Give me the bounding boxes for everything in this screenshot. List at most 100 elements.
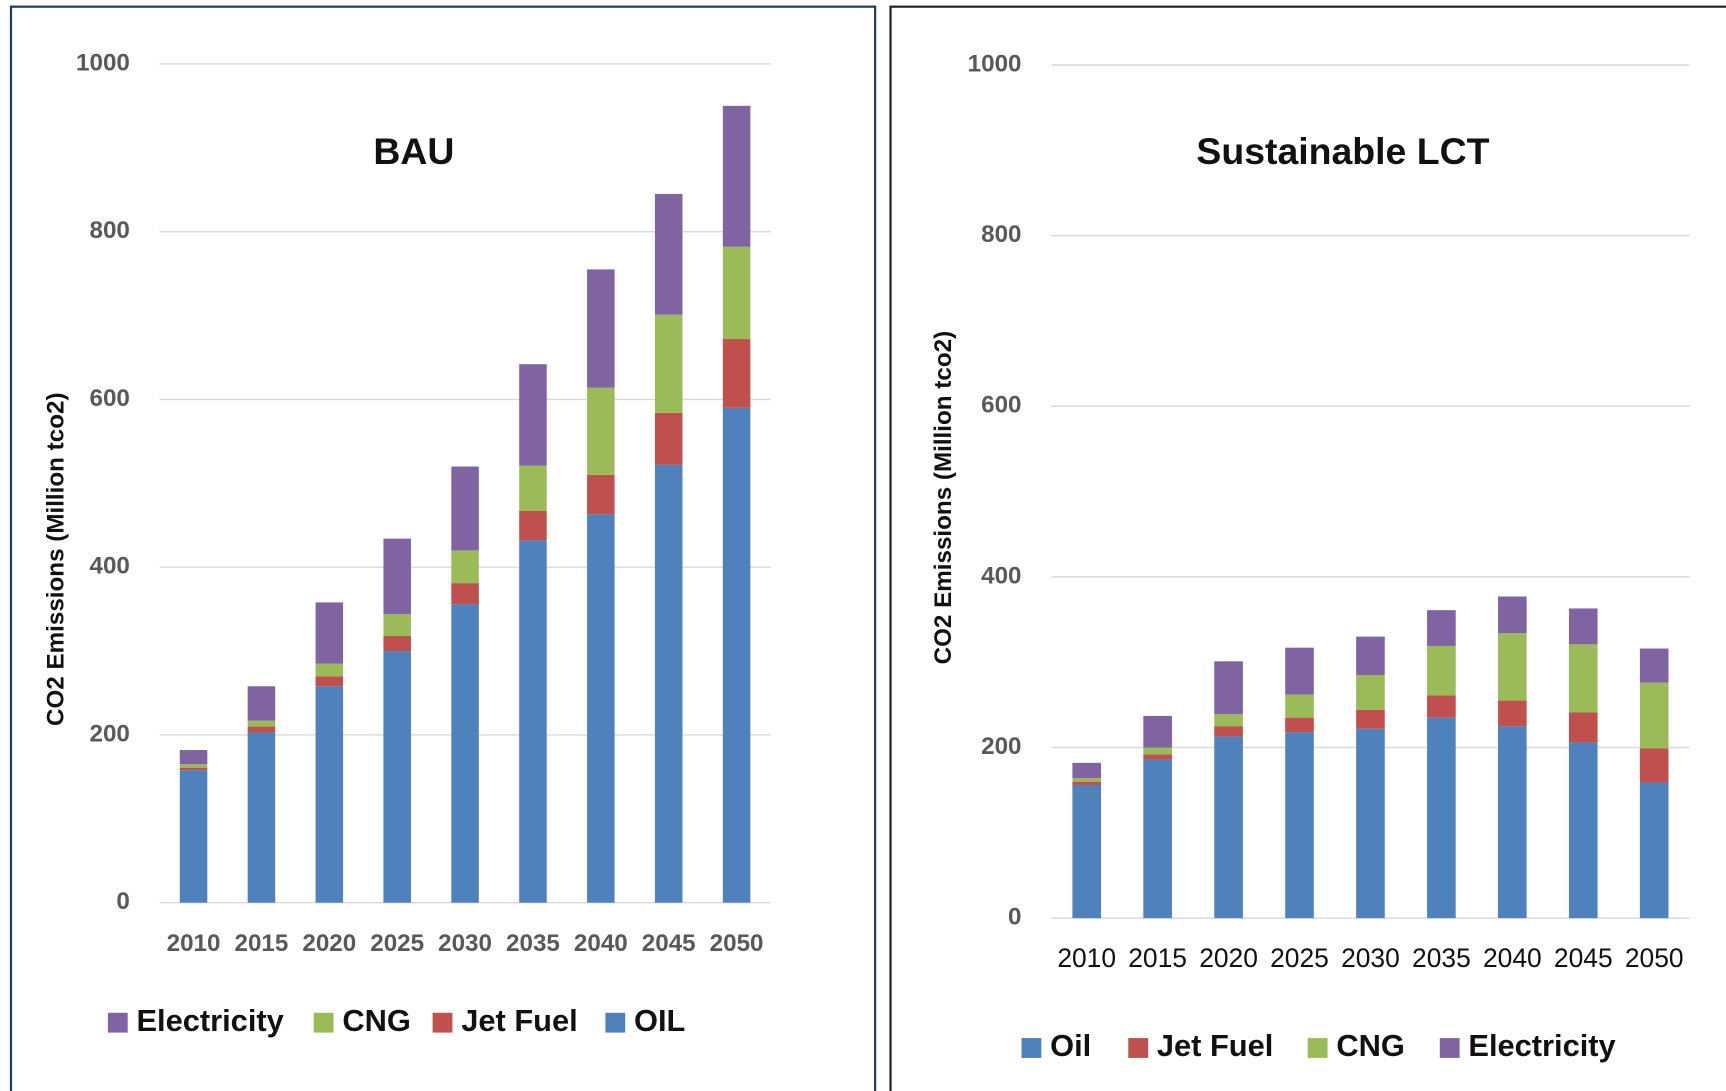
legend-label: Electricity [1468, 1028, 1615, 1063]
y-tick-label: 400 [981, 562, 1021, 589]
x-tick-label: 2010 [1057, 943, 1116, 973]
y-tick-label: 1000 [968, 50, 1022, 77]
bar-segment [1427, 610, 1456, 646]
bar-segment [315, 686, 344, 903]
legend-swatch [313, 1012, 334, 1033]
bar-segment [587, 474, 615, 515]
bar-segment [519, 364, 547, 466]
bar-segment [1214, 661, 1243, 715]
x-tick-label: 2035 [506, 930, 560, 957]
bar-segment [247, 720, 276, 727]
bar-segment [1568, 742, 1598, 919]
bar-segment [383, 538, 411, 615]
x-tick-label: 2040 [574, 930, 628, 957]
bar-segment [1427, 645, 1456, 696]
legend-label: Jet Fuel [1157, 1028, 1273, 1063]
x-tick-label: 2040 [1483, 943, 1542, 973]
bar-segment [1568, 712, 1598, 743]
x-tick-label: 2020 [302, 930, 356, 957]
panel-border [889, 5, 1726, 1091]
bar-segment [1285, 647, 1314, 695]
x-tick-label: 2050 [710, 930, 764, 957]
bar-segment [1639, 748, 1669, 783]
bar-segment [1143, 759, 1172, 919]
bar-segment [383, 614, 411, 636]
x-tick-label: 2045 [1554, 943, 1613, 973]
bar-segment [1568, 608, 1598, 645]
bar-segment [1214, 726, 1243, 737]
bar-segment [247, 726, 276, 733]
bar-segment [722, 339, 751, 408]
bar-segment [1143, 754, 1172, 760]
bar-segment [1427, 695, 1456, 718]
legend-label: CNG [1336, 1028, 1404, 1063]
bar-segment [1214, 736, 1243, 919]
x-tick-label: 2020 [1199, 943, 1258, 973]
legend-swatch [1307, 1038, 1328, 1058]
y-tick-label: 1000 [76, 49, 130, 76]
bar-segment [519, 540, 547, 903]
bar-segment [1072, 762, 1102, 779]
bar-segment [1356, 709, 1385, 729]
bar-segment [1072, 781, 1102, 786]
bar-segment [519, 465, 547, 511]
legend-label: Oil [1050, 1028, 1091, 1063]
bar-segment [722, 246, 751, 340]
bar-segment [383, 651, 411, 903]
y-tick-label: 600 [981, 392, 1021, 419]
y-axis-label: CO2 Emissions (Million tco2) [43, 393, 70, 727]
x-tick-label: 2050 [1625, 943, 1684, 973]
bar-segment [587, 387, 615, 475]
bar-segment [1568, 644, 1598, 713]
legend-swatch [432, 1012, 453, 1033]
bar-segment [1427, 717, 1456, 919]
bar-segment [1285, 717, 1314, 733]
bar-segment [451, 604, 479, 903]
legend-label: OIL [634, 1003, 685, 1038]
bar-segment [383, 635, 411, 652]
bar-segment [1356, 728, 1385, 919]
legend-swatch [1021, 1038, 1042, 1058]
bar-segment [179, 764, 208, 768]
legend-label: Jet Fuel [461, 1003, 577, 1038]
x-tick-label: 2045 [642, 930, 696, 957]
bar-segment [654, 193, 683, 315]
bar-segment [1639, 648, 1669, 683]
bar-segment [1214, 714, 1243, 727]
bar-segment [315, 602, 344, 664]
bar-segment [179, 770, 208, 903]
x-tick-label: 2010 [167, 930, 221, 957]
bar-segment [1072, 778, 1102, 782]
bar-segment [179, 767, 208, 771]
bar-segment [1285, 694, 1314, 718]
chart-title: Sustainable LCT [1196, 130, 1489, 172]
bar-segment [1072, 785, 1102, 919]
bar-segment [654, 464, 683, 903]
legend-label: Electricity [136, 1003, 283, 1038]
legend-swatch [1439, 1038, 1460, 1058]
legend-swatch [605, 1012, 626, 1033]
bar-segment [1639, 782, 1669, 919]
bar-segment [1498, 700, 1527, 727]
bar-segment [587, 514, 615, 903]
bar-segment [1498, 633, 1527, 701]
bar-segment [315, 676, 344, 687]
y-tick-label: 600 [89, 385, 129, 412]
bar-segment [315, 663, 344, 677]
bar-segment [451, 550, 479, 584]
y-tick-label: 0 [1008, 903, 1021, 930]
y-tick-label: 200 [89, 720, 129, 747]
x-tick-label: 2015 [235, 930, 289, 957]
x-tick-label: 2030 [1341, 943, 1400, 973]
bar-segment [451, 466, 479, 551]
bar-segment [519, 510, 547, 541]
bar-segment [1498, 596, 1527, 634]
bar-segment [654, 412, 683, 465]
bar-segment [1143, 715, 1172, 748]
panel-border [9, 5, 877, 1091]
legend-label: CNG [342, 1003, 410, 1038]
chart-title: BAU [373, 130, 454, 172]
x-tick-label: 2035 [1412, 943, 1471, 973]
bar-segment [247, 732, 276, 903]
